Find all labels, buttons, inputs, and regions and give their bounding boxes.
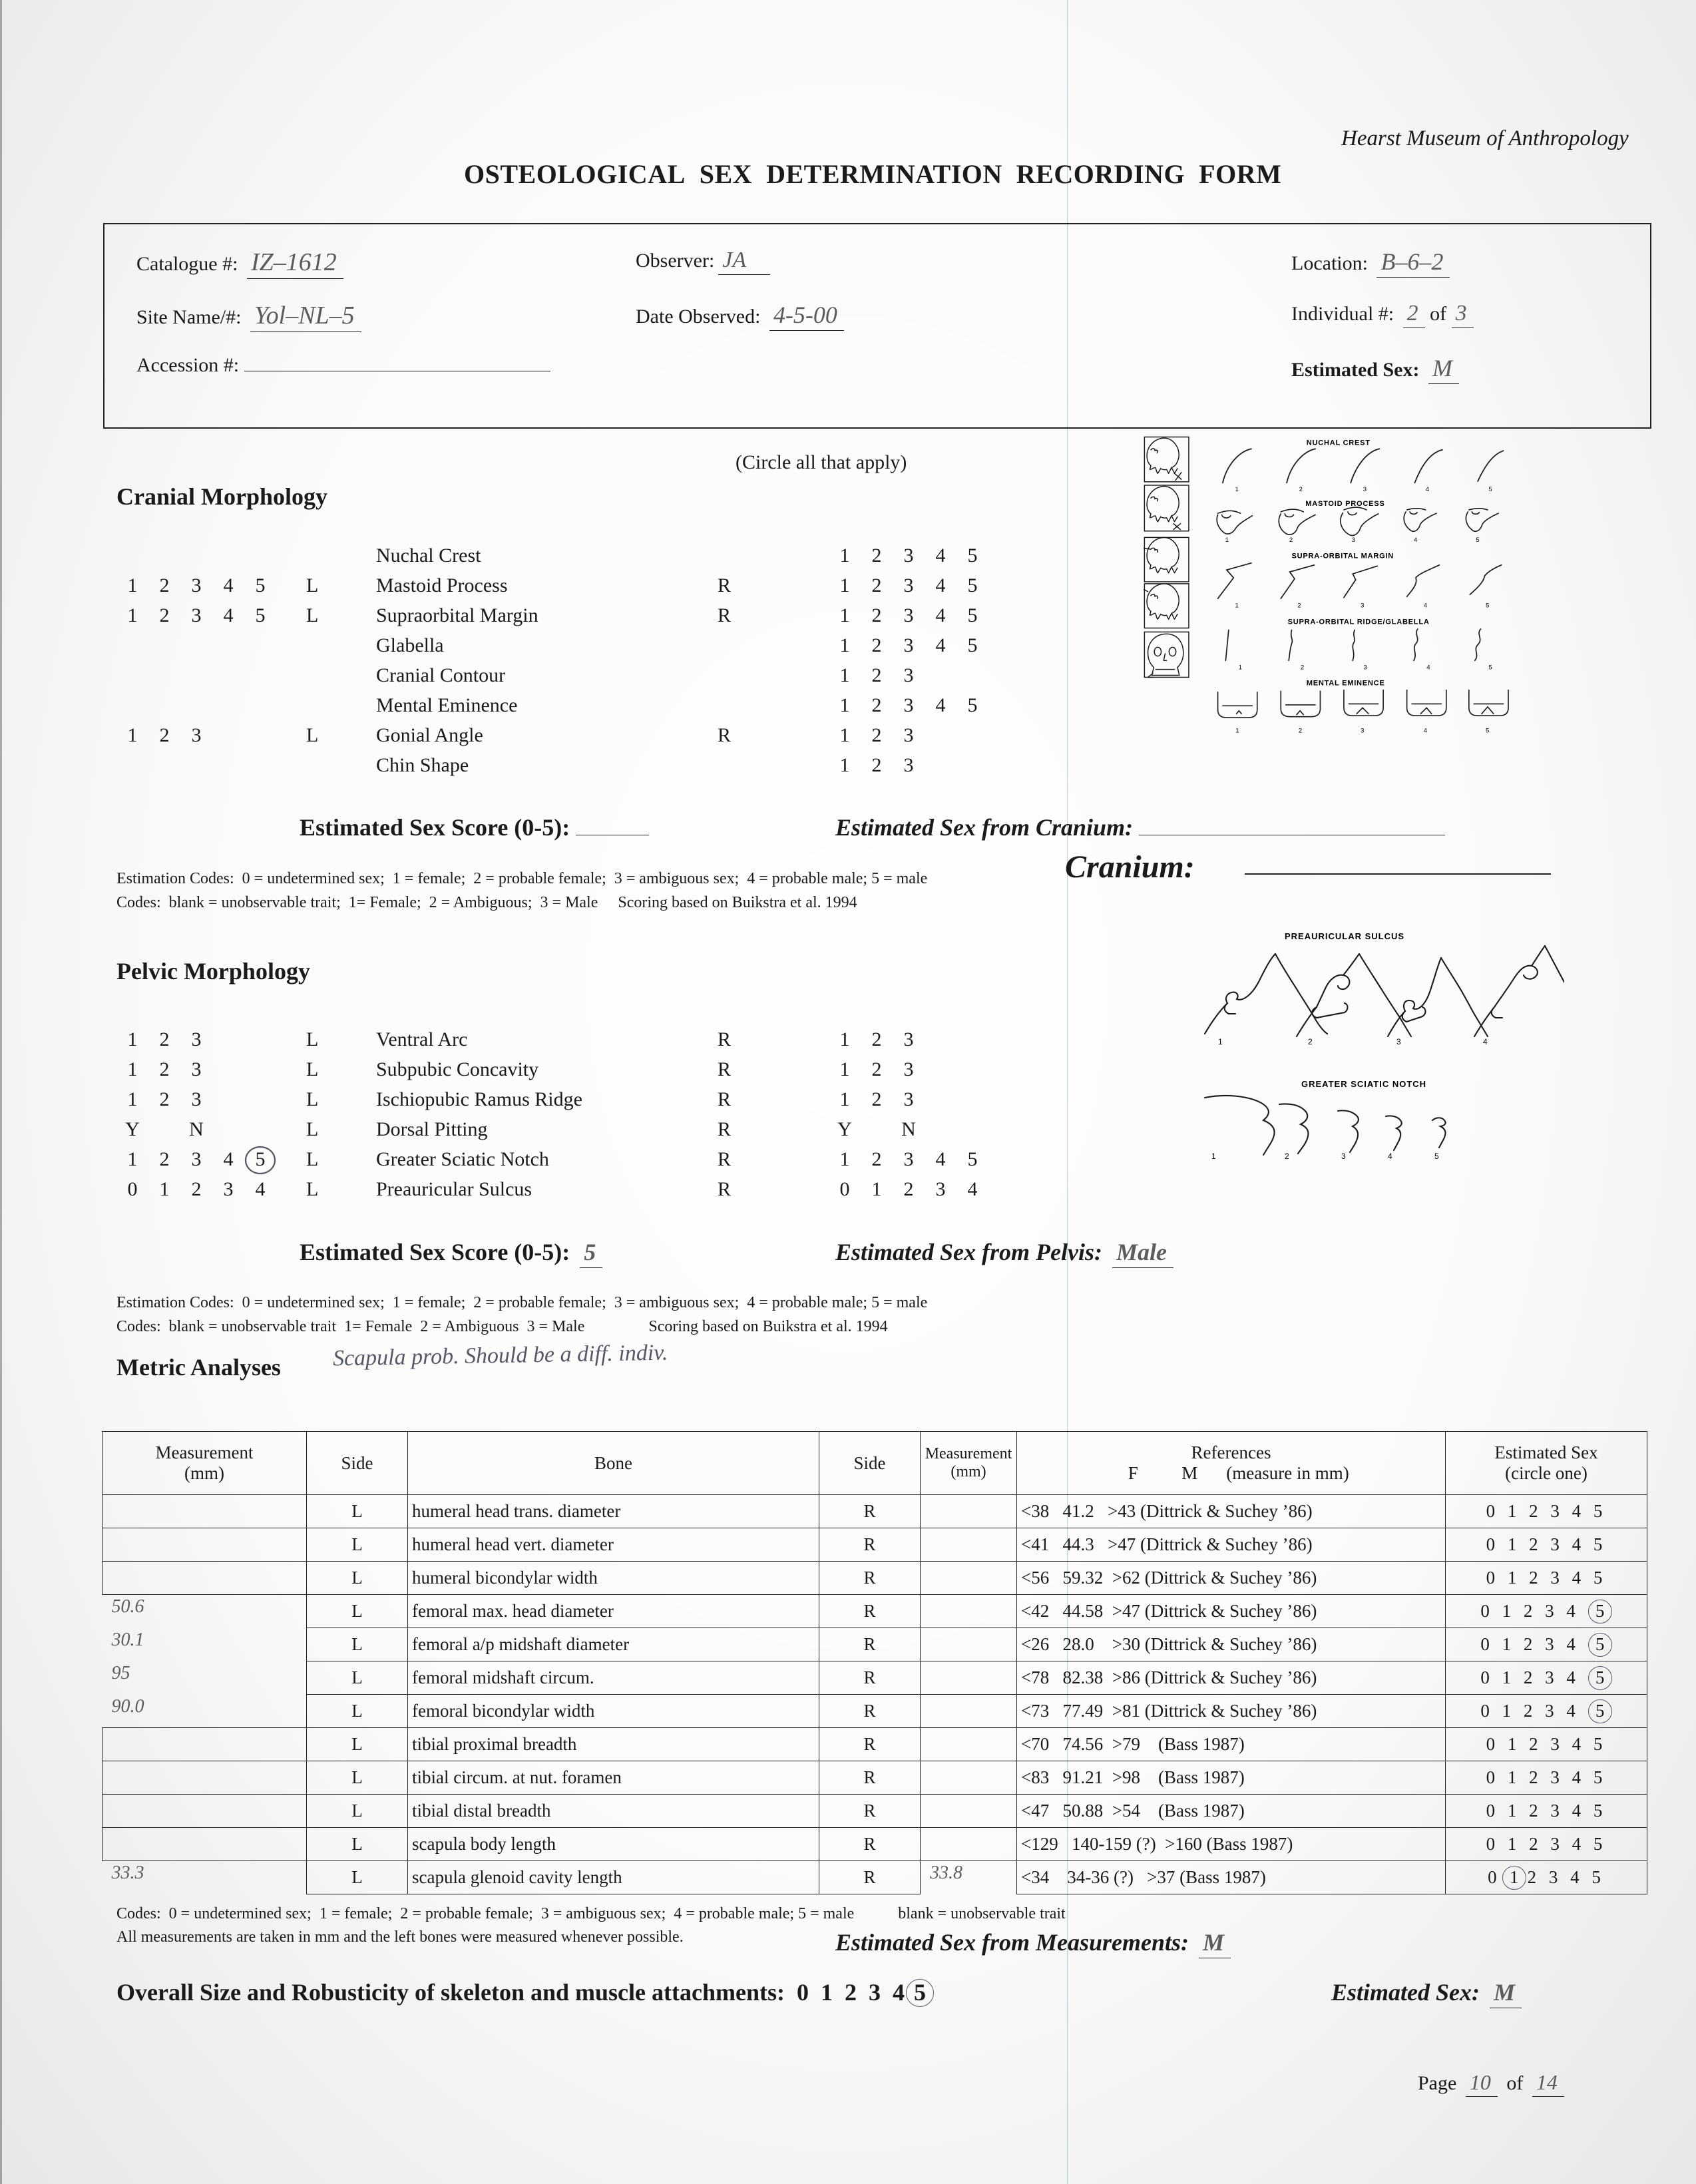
svg-text:1: 1 [1211, 1152, 1216, 1160]
svg-text:1: 1 [1235, 602, 1238, 609]
svg-text:3: 3 [1363, 486, 1367, 493]
svg-text:MENTAL EMINENCE: MENTAL EMINENCE [1307, 679, 1385, 687]
svg-text:SUPRA-ORBITAL MARGIN: SUPRA-ORBITAL MARGIN [1292, 552, 1394, 560]
svg-text:5: 5 [1476, 537, 1479, 544]
svg-text:3: 3 [1361, 602, 1364, 609]
svg-text:1: 1 [1239, 664, 1242, 672]
svg-text:3: 3 [1341, 1152, 1346, 1160]
svg-text:2: 2 [1299, 727, 1302, 734]
svg-text:2: 2 [1285, 1152, 1289, 1160]
svg-text:5: 5 [1488, 486, 1492, 493]
svg-text:2: 2 [1301, 664, 1304, 672]
svg-text:4: 4 [1483, 1037, 1488, 1046]
svg-text:2: 2 [1299, 486, 1303, 493]
svg-text:1: 1 [1235, 486, 1238, 493]
svg-text:5: 5 [1486, 602, 1489, 609]
svg-text:5: 5 [1434, 1152, 1439, 1160]
svg-text:GREATER SCIATIC NOTCH: GREATER SCIATIC NOTCH [1301, 1079, 1426, 1089]
svg-text:1: 1 [1225, 537, 1229, 544]
svg-text:2: 2 [1297, 602, 1301, 609]
svg-text:SUPRA-ORBITAL RIDGE/GLABELLA: SUPRA-ORBITAL RIDGE/GLABELLA [1288, 618, 1430, 626]
svg-text:NUCHAL CREST: NUCHAL CREST [1307, 439, 1371, 447]
svg-text:2: 2 [1308, 1037, 1313, 1046]
svg-text:MASTOID PROCESS: MASTOID PROCESS [1305, 500, 1384, 508]
svg-text:3: 3 [1361, 727, 1364, 734]
svg-text:PREAURICULAR SULCUS: PREAURICULAR SULCUS [1285, 931, 1404, 941]
svg-text:4: 4 [1426, 664, 1430, 672]
svg-text:3: 3 [1364, 664, 1367, 672]
svg-text:4: 4 [1414, 537, 1418, 544]
svg-text:3: 3 [1352, 537, 1355, 544]
svg-text:5: 5 [1488, 664, 1492, 672]
svg-text:4: 4 [1424, 727, 1428, 734]
svg-text:5: 5 [1486, 727, 1489, 734]
svg-text:1: 1 [1235, 727, 1239, 734]
svg-text:4: 4 [1424, 602, 1428, 609]
svg-text:4: 4 [1388, 1152, 1392, 1160]
svg-text:1: 1 [1218, 1037, 1223, 1046]
svg-text:3: 3 [1396, 1037, 1401, 1046]
svg-text:4: 4 [1426, 486, 1430, 493]
svg-text:2: 2 [1289, 537, 1293, 544]
